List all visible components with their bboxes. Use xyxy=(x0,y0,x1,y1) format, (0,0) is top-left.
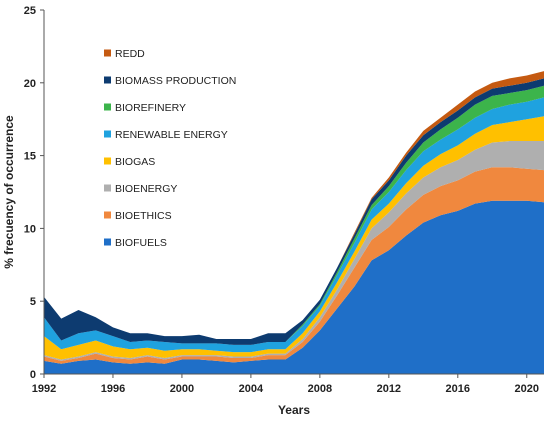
legend-swatch xyxy=(104,184,111,192)
x-axis-title: Years xyxy=(278,403,310,417)
legend-item-bioenergy: BIOENERGY xyxy=(104,183,177,195)
axes: 0 5 10 15 20 25 1992 1996 2000 2004 2008 2012 2016 2… xyxy=(24,5,544,395)
legend-item-renewable-energy: RENEWABLE ENERGY xyxy=(104,129,228,141)
legend-item-biofuels: BIOFUELS xyxy=(104,237,167,249)
area-biomass-production xyxy=(44,78,544,345)
legend: REDD BIOMASS PRODUCTION BIOREFINERY RENEWAB… xyxy=(104,48,236,249)
y-tick-label: 20 xyxy=(24,78,36,90)
legend-label: BIOGAS xyxy=(115,156,155,168)
area-bioenergy xyxy=(44,141,544,361)
legend-swatch xyxy=(104,103,111,111)
legend-swatch xyxy=(104,238,111,246)
y-tick-label: 5 xyxy=(30,296,36,308)
legend-label: BIOMASS PRODUCTION xyxy=(115,75,236,87)
y-tick-label: 15 xyxy=(24,151,36,163)
y-tick-label: 0 xyxy=(30,369,36,381)
y-axis-title: % frecuency of occurrence xyxy=(2,115,16,269)
legend-label: BIOENERGY xyxy=(115,183,177,195)
legend-label: REDD xyxy=(115,48,145,60)
x-tick-label: 2004 xyxy=(239,383,264,395)
legend-item-biogas: BIOGAS xyxy=(104,156,155,168)
legend-item-bioethics: BIOETHICS xyxy=(104,210,172,222)
area-renewable-energy xyxy=(44,97,544,353)
area-biogas xyxy=(44,116,544,360)
legend-swatch xyxy=(104,157,111,165)
legend-item-biorefinery: BIOREFINERY xyxy=(104,102,186,114)
x-tick-label: 2008 xyxy=(308,383,332,395)
y-axis-ticks: 0 5 10 15 20 25 xyxy=(24,5,44,381)
legend-label: BIOFUELS xyxy=(115,237,167,249)
x-tick-label: 2012 xyxy=(377,383,401,395)
legend-label: BIOETHICS xyxy=(115,210,172,222)
legend-item-biomass-production: BIOMASS PRODUCTION xyxy=(104,75,236,87)
legend-swatch xyxy=(104,130,111,138)
x-tick-label: 1996 xyxy=(101,383,125,395)
x-axis-ticks: 1992 1996 2000 2004 2008 2012 2016 2020 xyxy=(32,374,539,395)
legend-swatch xyxy=(104,49,111,57)
y-tick-label: 25 xyxy=(24,5,36,17)
x-tick-label: 2016 xyxy=(446,383,470,395)
legend-label: RENEWABLE ENERGY xyxy=(115,129,228,141)
area-biofuels xyxy=(44,200,544,374)
x-tick-label: 1992 xyxy=(32,383,56,395)
y-tick-label: 10 xyxy=(24,223,36,235)
legend-swatch xyxy=(104,211,111,219)
area-redd xyxy=(44,71,544,340)
area-bioethics xyxy=(44,167,544,364)
area-layers xyxy=(44,71,544,374)
legend-swatch xyxy=(104,76,111,84)
legend-item-redd: REDD xyxy=(104,48,145,60)
x-tick-label: 2000 xyxy=(170,383,194,395)
area-biorefinery xyxy=(44,85,544,345)
x-tick-label: 2020 xyxy=(515,383,539,395)
legend-label: BIOREFINERY xyxy=(115,102,186,114)
